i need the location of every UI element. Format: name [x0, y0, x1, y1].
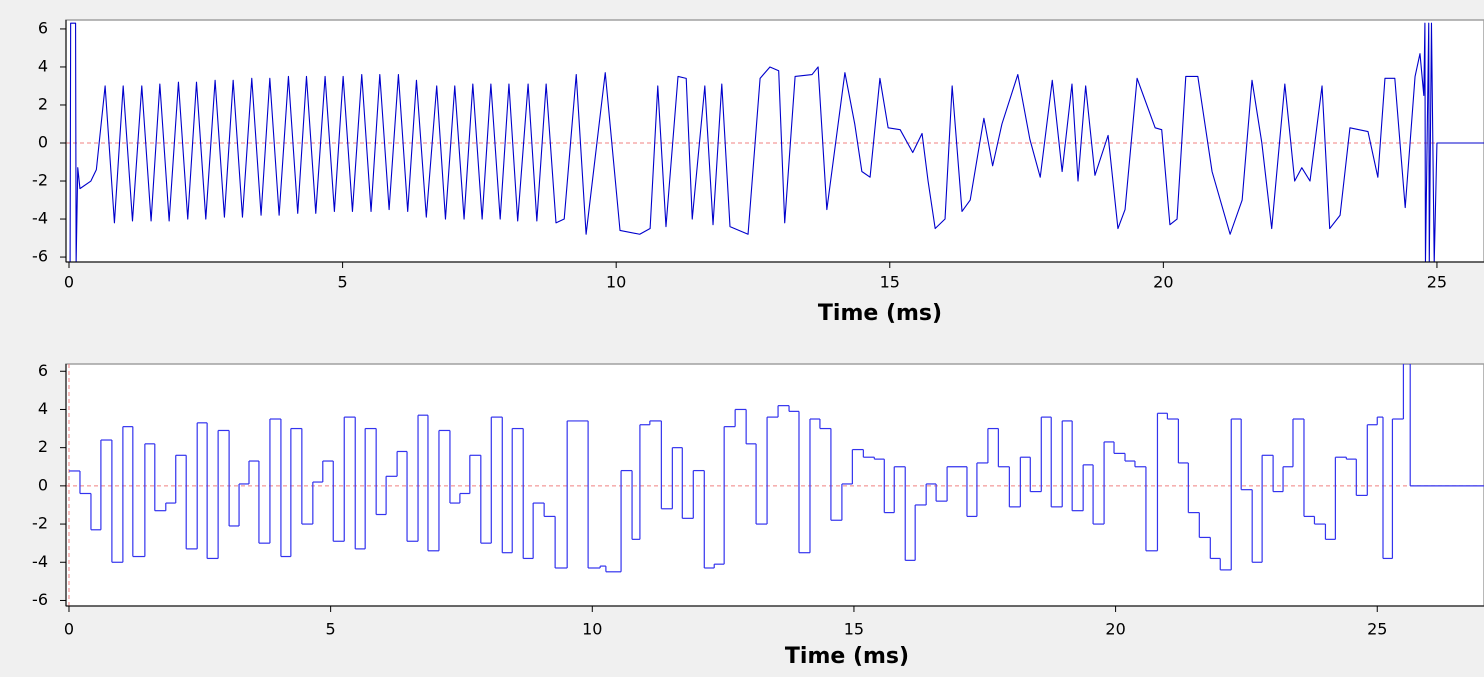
y-tick-label: 0: [38, 132, 48, 151]
plot-content: [66, 22, 1484, 262]
x-tick-label: 5: [338, 273, 348, 292]
x-tick-label: 25: [1427, 273, 1447, 292]
x-tick-label: 0: [64, 273, 74, 292]
plot: -6 -4 -2 0 2 4 6 0 5 10 15 20 25 Time (ms): [32, 18, 1484, 326]
y-tick-label: -4: [32, 209, 48, 228]
step-riser: [79, 364, 1411, 572]
x-tick-label: 10: [582, 620, 602, 639]
y-tick-label: 2: [38, 94, 48, 113]
y-tick-label: 6: [38, 361, 48, 380]
data-line: [69, 22, 1484, 262]
x-tick-label: 15: [844, 620, 864, 639]
y-tick-label: 4: [38, 56, 48, 75]
plot: -6 -4 -2 0 2 4 6 0 5 10 15 20 25 Time (ms): [32, 361, 1484, 669]
x-tick-label: 0: [64, 620, 74, 639]
y-tick-label: -6: [32, 247, 48, 266]
y-tick-label: -2: [32, 514, 48, 533]
x-tick-label: 10: [606, 273, 626, 292]
y-tick-label: -4: [32, 552, 48, 571]
x-axis-title: Time (ms): [785, 644, 909, 669]
y-tick-label: 6: [38, 18, 48, 37]
y-tick-label: 4: [38, 399, 48, 418]
y-tick-label: -2: [32, 171, 48, 190]
plot-area: [65, 363, 1484, 607]
x-tick-label: 25: [1367, 620, 1387, 639]
plot-content: [66, 364, 1484, 606]
x-axis-title: Time (ms): [818, 301, 942, 326]
x-tick-label: 20: [1105, 620, 1125, 639]
y-tick-label: 2: [38, 437, 48, 456]
y-tick-label: 0: [38, 475, 48, 494]
x-tick-label: 5: [326, 620, 336, 639]
y-tick-label: -6: [32, 590, 48, 609]
x-tick-label: 20: [1153, 273, 1173, 292]
x-tick-label: 15: [880, 273, 900, 292]
